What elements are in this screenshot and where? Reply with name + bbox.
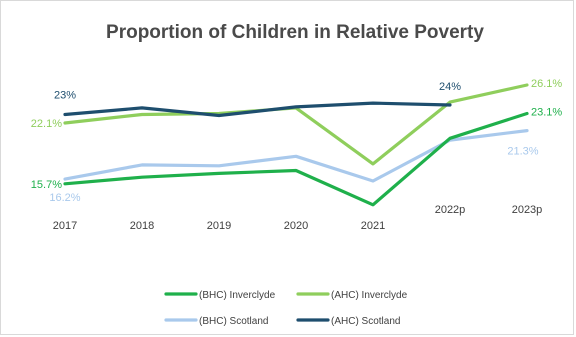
series-line-bhc-inverclyde — [63, 111, 529, 207]
x-tick-label: 2018 — [130, 220, 154, 232]
x-tick-label: 2022p — [435, 204, 466, 216]
series-line-ahc-inverclyde — [63, 83, 529, 166]
data-label: 23.1% — [531, 107, 562, 119]
x-axis-tick-labels: 2017 2018 2019 2020 2021 2022p 2023p — [53, 204, 543, 232]
x-tick-label: 2020 — [284, 220, 308, 232]
data-labels: 15.7% 23.1% 22.1% 26.1% 16.2% 21.3% 23% 24% — [31, 78, 563, 204]
legend-item: (BHC) Scotland — [164, 316, 268, 327]
data-label: 22.1% — [31, 118, 62, 130]
x-tick-label: 2017 — [53, 220, 77, 232]
legend-label: (AHC) Scotland — [331, 316, 400, 327]
data-label: 16.2% — [49, 192, 80, 204]
legend-item: (BHC) Inverclyde — [164, 290, 276, 301]
legend-label: (AHC) Inverclyde — [331, 290, 408, 301]
data-label: 15.7% — [31, 179, 62, 191]
series-line-bhc-scotland — [63, 129, 529, 183]
series-line-ahc-scotland — [63, 101, 452, 118]
x-tick-label: 2021 — [361, 220, 385, 232]
legend-item: (AHC) Scotland — [296, 316, 400, 327]
legend-label: (BHC) Inverclyde — [199, 290, 276, 301]
data-label: 24% — [439, 81, 461, 93]
x-tick-label: 2019 — [207, 220, 231, 232]
data-label: 21.3% — [507, 146, 538, 158]
data-label: 23% — [54, 90, 76, 102]
legend-item: (AHC) Inverclyde — [296, 290, 408, 301]
legend-label: (BHC) Scotland — [199, 316, 268, 327]
legend: (BHC) Inverclyde (AHC) Inverclyde (BHC) Sc… — [164, 290, 408, 327]
chart-title: Proportion of Children in Relative Pover… — [106, 22, 484, 43]
series-lines — [63, 83, 529, 207]
x-tick-label: 2023p — [512, 204, 543, 216]
data-label: 26.1% — [531, 78, 562, 90]
